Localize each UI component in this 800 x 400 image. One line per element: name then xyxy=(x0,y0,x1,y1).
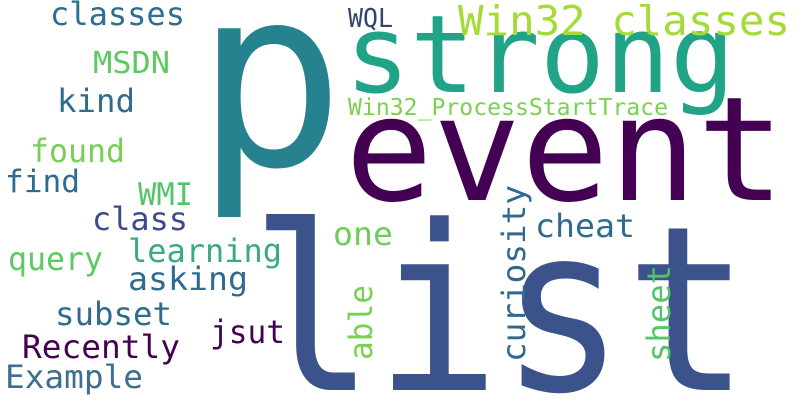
word: class xyxy=(92,200,188,238)
word: one xyxy=(333,215,393,253)
word: cheat xyxy=(535,207,635,245)
word: Win32 classes xyxy=(458,0,790,45)
word: Example xyxy=(5,358,143,396)
word: WMI xyxy=(138,177,193,213)
word: learning xyxy=(128,232,282,270)
word: list xyxy=(250,178,750,400)
word: asking xyxy=(128,260,248,298)
word: kind xyxy=(57,82,135,120)
word: found xyxy=(30,132,125,170)
word: subset xyxy=(55,295,172,333)
word: WQL xyxy=(348,4,393,34)
word: Recently xyxy=(22,328,180,366)
word: sheet xyxy=(640,265,678,362)
word: strong xyxy=(345,0,735,118)
word: curiosity xyxy=(495,185,533,362)
word: find xyxy=(5,164,80,200)
word: query xyxy=(8,240,103,278)
word: event xyxy=(345,66,785,235)
word: able xyxy=(342,285,380,360)
word: MSDN xyxy=(93,46,170,81)
word: classes xyxy=(50,0,185,33)
word: p xyxy=(195,0,345,224)
word: jsut xyxy=(210,313,285,351)
word: Win32_ProcessStartTrace xyxy=(348,95,668,121)
